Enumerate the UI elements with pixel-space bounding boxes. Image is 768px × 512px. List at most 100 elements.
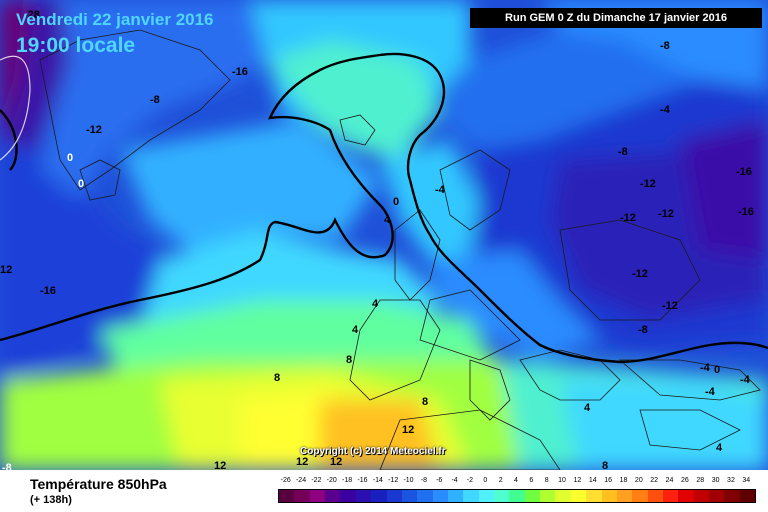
map-label: -16 xyxy=(738,206,754,218)
map-label: 8 xyxy=(346,354,353,366)
map-label: 4 xyxy=(584,402,591,414)
temperature-field xyxy=(0,0,768,470)
legend-value: -20 xyxy=(326,477,337,484)
legend-value: -18 xyxy=(342,477,353,484)
map-label: -8 xyxy=(618,146,628,158)
legend-swatch xyxy=(709,490,725,502)
legend-value: 30 xyxy=(711,477,720,484)
legend-swatch xyxy=(509,490,525,502)
legend-swatch xyxy=(294,490,310,502)
map-label: -4 xyxy=(700,362,710,374)
forecast-date: Vendredi 22 janvier 2016 xyxy=(16,10,214,29)
map-label: 8 xyxy=(602,460,609,472)
map-label: -4 xyxy=(660,104,670,116)
legend-swatch xyxy=(386,490,402,502)
legend-swatch xyxy=(309,490,326,502)
legend-value: -26 xyxy=(280,477,291,484)
legend-value: -10 xyxy=(403,477,414,484)
legend-swatch xyxy=(662,490,679,502)
legend-labels: -26 -24 -22 -20 -18 -16 -14 -12 -10 -8 -6 -4 -2 0 2 4 6 8… xyxy=(278,477,758,487)
legend-value: 16 xyxy=(604,477,613,484)
legend-value: -6 xyxy=(436,477,443,484)
map-label: -16 xyxy=(40,285,56,297)
map-label: -12 xyxy=(86,124,102,136)
legend-swatch xyxy=(325,490,341,502)
map-label: 12 xyxy=(296,456,309,468)
legend-swatch xyxy=(570,490,587,502)
legend-swatch xyxy=(540,490,556,502)
legend-value: -4 xyxy=(451,477,458,484)
map-label: -12 xyxy=(658,208,674,220)
map-label: -28 xyxy=(24,9,40,21)
legend-value: 10 xyxy=(558,477,566,484)
variable-title: Température 850hPa xyxy=(30,476,167,492)
map-label: -8 xyxy=(638,324,648,336)
map-label: -12 xyxy=(662,300,678,312)
map-label: -4 xyxy=(705,386,715,398)
legend-swatch xyxy=(432,490,448,502)
legend-value: 8 xyxy=(544,477,549,484)
legend-value: 28 xyxy=(696,477,705,484)
color-scale xyxy=(278,489,756,503)
legend-swatch xyxy=(632,490,648,502)
map-label: -8 xyxy=(2,462,12,474)
legend-value: -2 xyxy=(466,477,474,484)
map-label: 4 xyxy=(372,298,379,310)
legend-value: 14 xyxy=(588,477,597,484)
legend-value: -16 xyxy=(357,477,368,484)
forecast-offset: (+ 138h) xyxy=(30,494,72,506)
coastlines xyxy=(39,29,761,470)
legend-swatch xyxy=(647,490,663,502)
legend-value: 32 xyxy=(727,477,735,484)
map-label: 0 xyxy=(714,364,721,376)
legend-swatch xyxy=(739,490,756,502)
map-label: -8 xyxy=(660,40,670,52)
legend-swatch xyxy=(524,490,541,502)
map-label: -12 xyxy=(620,212,636,224)
map-label: -16 xyxy=(736,166,752,178)
model-run-info: Run GEM 0 Z du Dimanche 17 janvier 2016 xyxy=(470,8,762,28)
legend-value: 12 xyxy=(573,477,582,484)
footer: Température 850hPa (+ 138h) -26 -24 -22 -20… xyxy=(0,470,768,512)
legend-swatch xyxy=(463,490,479,502)
legend-value: 22 xyxy=(650,477,659,484)
map-label: -12 xyxy=(640,178,656,190)
legend-swatch xyxy=(478,490,495,502)
legend-value: 2 xyxy=(498,477,503,484)
map-label: -4 xyxy=(435,184,445,196)
legend-swatch xyxy=(340,490,356,502)
map-label: 0 xyxy=(393,196,400,208)
legend-value: 34 xyxy=(742,477,751,484)
map-label: 0 xyxy=(67,152,74,164)
legend-swatch xyxy=(371,490,387,502)
legend-value: 18 xyxy=(619,477,628,484)
map-label: 4 xyxy=(384,214,391,226)
legend-value: 24 xyxy=(665,477,674,484)
legend-swatch xyxy=(693,490,710,502)
map-label: -4 xyxy=(740,374,750,386)
legend-swatch xyxy=(279,490,295,502)
legend-value: -12 xyxy=(388,477,399,484)
legend-value: -14 xyxy=(372,477,383,484)
legend-swatch xyxy=(724,490,740,502)
legend-swatch xyxy=(355,490,372,502)
legend-value: 26 xyxy=(680,477,689,484)
map-label: 4 xyxy=(716,442,723,454)
forecast-time: 19:00 locale xyxy=(16,34,136,57)
legend-swatch xyxy=(601,490,617,502)
map-label: -8 xyxy=(150,94,160,106)
legend-swatch xyxy=(586,490,602,502)
legend-swatch xyxy=(494,490,510,502)
map-label: 12 xyxy=(214,460,227,472)
zero-isotherm xyxy=(0,52,768,364)
legend-value: 0 xyxy=(483,477,488,484)
legend-swatch xyxy=(555,490,571,502)
copyright-notice: Copyright (c) 2014 Meteociel.fr xyxy=(300,446,446,457)
legend-value: -8 xyxy=(420,477,427,484)
legend-swatch xyxy=(401,490,418,502)
temperature-map xyxy=(0,0,768,470)
map-label: 4 xyxy=(352,324,359,336)
map-label: 12 xyxy=(330,456,343,468)
legend-value: 4 xyxy=(514,477,518,484)
legend-swatch xyxy=(616,490,633,502)
